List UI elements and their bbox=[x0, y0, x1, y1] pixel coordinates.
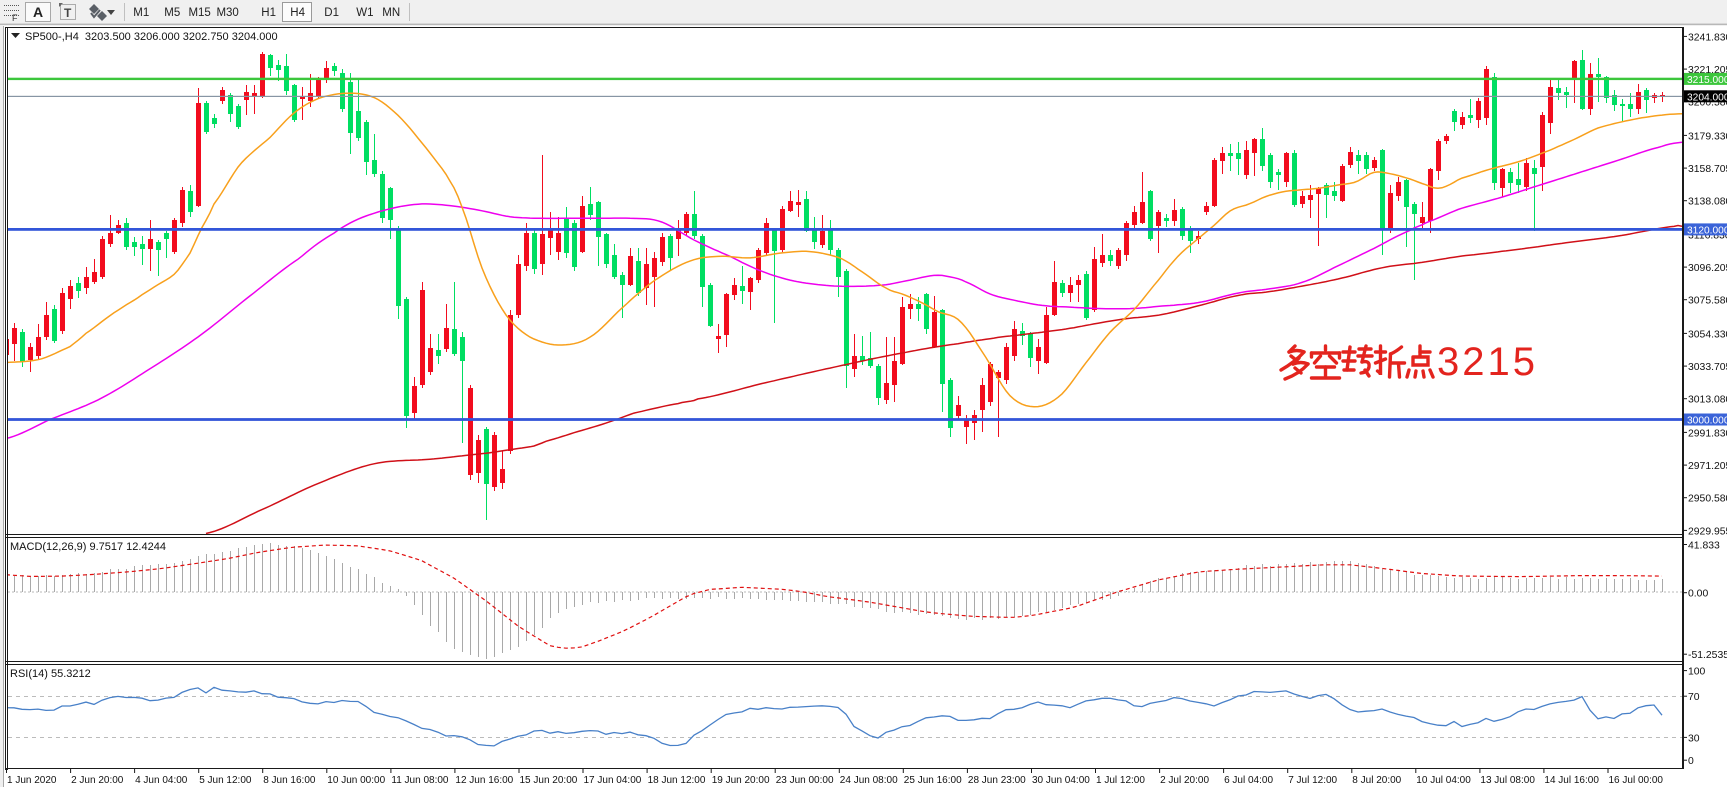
svg-text:W1: W1 bbox=[356, 7, 373, 19]
svg-text:19 Jun 20:00: 19 Jun 20:00 bbox=[712, 775, 770, 786]
svg-text:2971.205: 2971.205 bbox=[1688, 461, 1727, 472]
svg-text:3241.830: 3241.830 bbox=[1688, 32, 1727, 43]
svg-text:100: 100 bbox=[1688, 667, 1706, 678]
svg-text:-51.2535: -51.2535 bbox=[1688, 650, 1727, 661]
svg-text:3221.205: 3221.205 bbox=[1688, 65, 1727, 76]
svg-text:1 Jun 2020: 1 Jun 2020 bbox=[7, 775, 57, 786]
svg-text:F: F bbox=[12, 13, 18, 23]
svg-text:18 Jun 12:00: 18 Jun 12:00 bbox=[648, 775, 706, 786]
svg-text:MACD(12,26,9) 9.7517 12.4244: MACD(12,26,9) 9.7517 12.4244 bbox=[10, 541, 166, 553]
svg-text:MN: MN bbox=[382, 7, 400, 19]
svg-text:23 Jun 00:00: 23 Jun 00:00 bbox=[776, 775, 834, 786]
svg-text:28 Jun 23:00: 28 Jun 23:00 bbox=[968, 775, 1026, 786]
svg-text:T: T bbox=[64, 6, 72, 20]
svg-text:3075.580: 3075.580 bbox=[1688, 296, 1727, 307]
svg-text:2929.955: 2929.955 bbox=[1688, 526, 1727, 537]
svg-text:30: 30 bbox=[1688, 733, 1700, 744]
svg-text:H1: H1 bbox=[261, 7, 276, 19]
svg-text:3215: 3215 bbox=[1437, 340, 1538, 384]
svg-text:M1: M1 bbox=[133, 7, 149, 19]
svg-text:3204.000: 3204.000 bbox=[1687, 92, 1727, 103]
svg-text:25 Jun 16:00: 25 Jun 16:00 bbox=[904, 775, 962, 786]
svg-text:5 Jun 12:00: 5 Jun 12:00 bbox=[199, 775, 252, 786]
svg-text:M15: M15 bbox=[188, 7, 210, 19]
svg-text:10 Jul 04:00: 10 Jul 04:00 bbox=[1416, 775, 1471, 786]
svg-text:3158.705: 3158.705 bbox=[1688, 164, 1727, 175]
svg-text:M30: M30 bbox=[216, 7, 238, 19]
svg-text:3000.000: 3000.000 bbox=[1687, 416, 1727, 427]
svg-text:24 Jun 08:00: 24 Jun 08:00 bbox=[840, 775, 898, 786]
svg-text:0: 0 bbox=[1688, 756, 1694, 767]
svg-text:D1: D1 bbox=[324, 7, 339, 19]
svg-text:2 Jul 20:00: 2 Jul 20:00 bbox=[1160, 775, 1209, 786]
svg-text:3013.080: 3013.080 bbox=[1688, 395, 1727, 406]
svg-text:0.00: 0.00 bbox=[1688, 589, 1708, 600]
svg-text:3200.580: 3200.580 bbox=[1688, 98, 1727, 109]
svg-text:12 Jun 16:00: 12 Jun 16:00 bbox=[455, 775, 513, 786]
svg-text:14 Jul 16:00: 14 Jul 16:00 bbox=[1544, 775, 1599, 786]
svg-text:H4: H4 bbox=[290, 7, 305, 19]
svg-text:A: A bbox=[33, 4, 43, 20]
svg-text:7 Jul 12:00: 7 Jul 12:00 bbox=[1288, 775, 1337, 786]
svg-text:10 Jun 00:00: 10 Jun 00:00 bbox=[327, 775, 385, 786]
svg-text:2991.830: 2991.830 bbox=[1688, 428, 1727, 439]
svg-text:3054.330: 3054.330 bbox=[1688, 329, 1727, 340]
svg-text:3033.705: 3033.705 bbox=[1688, 362, 1727, 373]
svg-text:RSI(14) 55.3212: RSI(14) 55.3212 bbox=[10, 668, 91, 680]
svg-text:13 Jul 08:00: 13 Jul 08:00 bbox=[1480, 775, 1535, 786]
svg-text:3096.205: 3096.205 bbox=[1688, 263, 1727, 274]
svg-text:1 Jul 12:00: 1 Jul 12:00 bbox=[1096, 775, 1145, 786]
svg-text:8 Jul 20:00: 8 Jul 20:00 bbox=[1352, 775, 1401, 786]
svg-text:SP500-,H4 3203.500 3206.000 3: SP500-,H4 3203.500 3206.000 3202.750 320… bbox=[25, 31, 278, 43]
svg-text:2 Jun 20:00: 2 Jun 20:00 bbox=[71, 775, 124, 786]
svg-text:M5: M5 bbox=[164, 7, 180, 19]
svg-text:3215.000: 3215.000 bbox=[1687, 75, 1727, 86]
svg-text:2950.580: 2950.580 bbox=[1688, 494, 1727, 505]
svg-text:8 Jun 16:00: 8 Jun 16:00 bbox=[263, 775, 316, 786]
svg-text:3179.330: 3179.330 bbox=[1688, 131, 1727, 142]
svg-text:4 Jun 04:00: 4 Jun 04:00 bbox=[135, 775, 188, 786]
svg-text:30 Jun 04:00: 30 Jun 04:00 bbox=[1032, 775, 1090, 786]
svg-text:11 Jun 08:00: 11 Jun 08:00 bbox=[391, 775, 449, 786]
svg-text:3138.080: 3138.080 bbox=[1688, 197, 1727, 208]
svg-text:70: 70 bbox=[1688, 692, 1700, 703]
svg-text:3116.830: 3116.830 bbox=[1688, 230, 1727, 241]
svg-text:16 Jul 00:00: 16 Jul 00:00 bbox=[1609, 775, 1664, 786]
svg-text:15 Jun 20:00: 15 Jun 20:00 bbox=[520, 775, 578, 786]
svg-text:6 Jul 04:00: 6 Jul 04:00 bbox=[1224, 775, 1273, 786]
svg-text:17 Jun 04:00: 17 Jun 04:00 bbox=[584, 775, 642, 786]
svg-text:41.833: 41.833 bbox=[1688, 541, 1720, 552]
svg-text:3120.000: 3120.000 bbox=[1687, 225, 1727, 236]
